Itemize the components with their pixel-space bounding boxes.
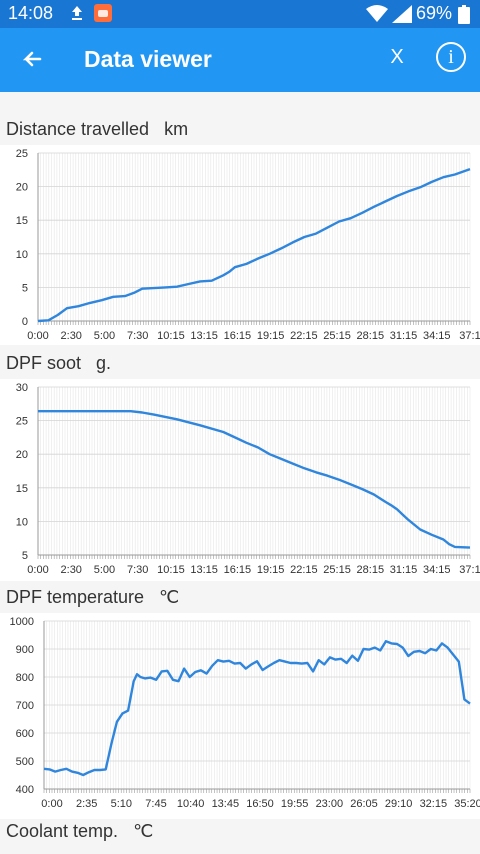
signal-icon: [392, 5, 412, 28]
distance-chart: 0 5 10 15 20 25 0:00 2:30 5:00 7:30 10:15 13:15 16:1…: [0, 145, 480, 345]
x-tick-label: 16:15: [224, 564, 252, 576]
x-tick-label: 32:15: [420, 798, 448, 810]
battery-percentage: 69%: [415, 3, 452, 23]
x-tick-label: 37:1: [459, 564, 480, 576]
x-tick-label: 0:00: [27, 330, 48, 342]
battery-icon: [458, 5, 470, 29]
y-tick-label: 25: [16, 416, 28, 428]
y-tick-label: 800: [16, 672, 34, 684]
dpf-soot-chart: 5 10 15 20 25 30 0:00 2:30 5:00 7:30 10:15 13:15 16:…: [0, 379, 480, 581]
y-tick-label: 700: [16, 700, 34, 712]
y-tick-label: 500: [16, 756, 34, 768]
y-tick-label: 20: [16, 182, 28, 194]
x-tick-label: 16:50: [246, 798, 274, 810]
y-tick-label: 600: [16, 728, 34, 740]
series-line: [38, 410, 471, 549]
x-tick-label: 10:15: [157, 564, 185, 576]
x-tick-label: 25:15: [323, 330, 351, 342]
x-tick-label: 7:30: [127, 564, 148, 576]
x-tick-label: 19:15: [257, 330, 285, 342]
x-tick-label: 31:15: [390, 564, 418, 576]
x-tick-label: 34:15: [423, 330, 451, 342]
x-tick-label: 25:15: [323, 564, 351, 576]
y-tick-label: 5: [22, 282, 28, 294]
x-tick-label: 0:00: [27, 564, 48, 576]
x-tick-label: 35:20: [454, 798, 480, 810]
series-line: [43, 640, 471, 777]
chart-title-distance: Distance travelled km: [6, 119, 189, 139]
x-tick-label: 0:00: [41, 798, 62, 810]
close-button[interactable]: X: [390, 46, 404, 68]
x-tick-label: 2:30: [61, 564, 82, 576]
upload-icon: [70, 4, 84, 27]
app-notification-icon: [94, 4, 112, 27]
chart-background: [0, 613, 480, 819]
x-tick-label: 7:45: [145, 798, 166, 810]
y-tick-label: 15: [16, 215, 28, 227]
x-tick-label: 13:15: [190, 330, 218, 342]
y-tick-label: 10: [16, 516, 28, 528]
x-tick-label: 13:15: [190, 564, 218, 576]
x-tick-label: 10:40: [177, 798, 205, 810]
series-line: [37, 167, 471, 323]
y-tick-label: 0: [22, 316, 28, 328]
x-tick-label: 28:15: [357, 330, 385, 342]
y-tick-label: 30: [16, 382, 28, 394]
status-bar: 14:08 69%: [0, 0, 480, 28]
x-tick-label: 22:15: [290, 330, 318, 342]
page-title: Data viewer: [84, 46, 212, 72]
x-tick-label: 2:30: [61, 330, 82, 342]
y-tick-label: 10: [16, 249, 28, 261]
y-tick-label: 5: [22, 550, 28, 562]
back-arrow-icon[interactable]: [18, 46, 46, 74]
x-tick-label: 5:10: [111, 798, 132, 810]
x-tick-label: 29:10: [385, 798, 413, 810]
x-tick-label: 26:05: [350, 798, 378, 810]
x-tick-label: 2:35: [76, 798, 97, 810]
app-bar: Data viewer X i: [0, 28, 480, 92]
chart-title-dpf-soot: DPF soot g.: [6, 353, 112, 373]
y-tick-label: 400: [16, 784, 34, 796]
x-tick-label: 16:15: [224, 330, 252, 342]
x-tick-label: 28:15: [357, 564, 385, 576]
x-tick-label: 7:30: [127, 330, 148, 342]
chart-title-coolant-temp: Coolant temp. ℃: [6, 821, 154, 841]
wifi-icon: [366, 5, 388, 28]
info-icon[interactable]: i: [436, 42, 466, 72]
x-tick-label: 19:55: [281, 798, 309, 810]
x-tick-label: 34:15: [423, 564, 451, 576]
chart-title-dpf-temperature: DPF temperature ℃: [6, 587, 180, 607]
y-tick-label: 25: [16, 148, 28, 160]
x-tick-label: 5:00: [94, 330, 115, 342]
x-tick-label: 19:15: [257, 564, 285, 576]
y-tick-label: 15: [16, 483, 28, 495]
dpf-temperature-chart: 400 500 600 700 800 900 1000 0:00 2:35 5:10 7:45 10…: [0, 613, 480, 819]
y-tick-label: 20: [16, 449, 28, 461]
x-tick-label: 5:00: [94, 564, 115, 576]
x-tick-label: 23:00: [316, 798, 344, 810]
status-time: 14:08: [8, 3, 54, 23]
x-tick-label: 13:45: [212, 798, 240, 810]
x-tick-label: 22:15: [290, 564, 318, 576]
x-tick-label: 37:1: [459, 330, 480, 342]
y-tick-label: 1000: [10, 616, 34, 628]
y-tick-label: 900: [16, 644, 34, 656]
x-tick-label: 10:15: [157, 330, 185, 342]
x-tick-label: 31:15: [390, 330, 418, 342]
